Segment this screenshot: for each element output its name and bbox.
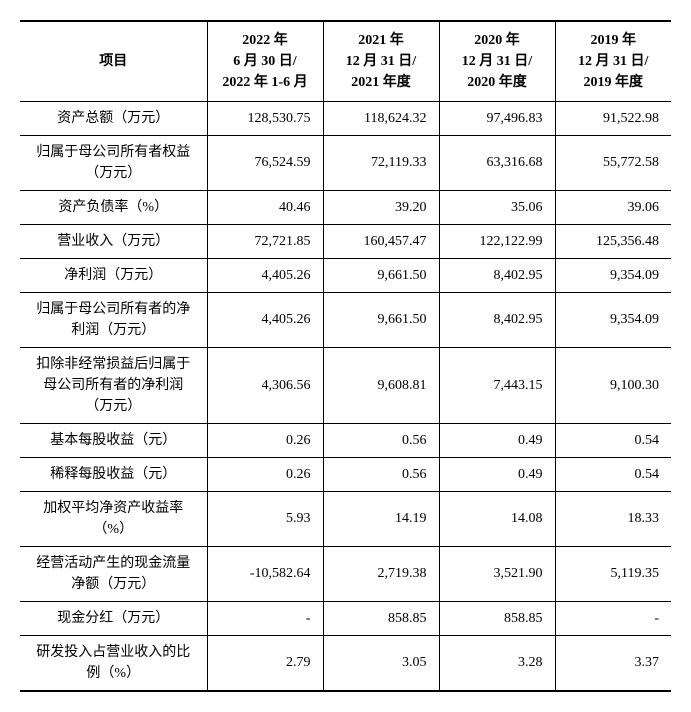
row-value: 35.06 (439, 191, 555, 225)
table-header: 项目 2022 年6 月 30 日/2022 年 1-6 月 2021 年12 … (20, 21, 671, 102)
row-value: -10,582.64 (207, 547, 323, 602)
table-body: 资产总额（万元）128,530.75118,624.3297,496.8391,… (20, 102, 671, 692)
row-value: 160,457.47 (323, 225, 439, 259)
row-value: 4,405.26 (207, 259, 323, 293)
row-value: 9,608.81 (323, 348, 439, 424)
row-label: 扣除非经常损益后归属于母公司所有者的净利润（万元） (20, 348, 207, 424)
row-label: 基本每股收益（元） (20, 424, 207, 458)
row-value: 9,100.30 (555, 348, 671, 424)
row-value: 5.93 (207, 492, 323, 547)
row-value: 9,661.50 (323, 293, 439, 348)
row-value: 0.49 (439, 458, 555, 492)
row-value: 4,306.56 (207, 348, 323, 424)
row-value: 7,443.15 (439, 348, 555, 424)
header-period-2020: 2020 年12 月 31 日/2020 年度 (439, 21, 555, 102)
row-value: 91,522.98 (555, 102, 671, 136)
row-value: 5,119.35 (555, 547, 671, 602)
row-value: 72,721.85 (207, 225, 323, 259)
row-label: 经营活动产生的现金流量净额（万元） (20, 547, 207, 602)
row-value: 0.49 (439, 424, 555, 458)
row-value: - (207, 602, 323, 636)
row-value: 0.56 (323, 458, 439, 492)
row-value: 2,719.38 (323, 547, 439, 602)
row-value: 55,772.58 (555, 136, 671, 191)
table-row: 资产总额（万元）128,530.75118,624.3297,496.8391,… (20, 102, 671, 136)
row-value: 14.19 (323, 492, 439, 547)
table-row: 扣除非经常损益后归属于母公司所有者的净利润（万元）4,306.569,608.8… (20, 348, 671, 424)
row-value: 0.56 (323, 424, 439, 458)
row-value: 39.06 (555, 191, 671, 225)
row-value: 125,356.48 (555, 225, 671, 259)
row-label: 营业收入（万元） (20, 225, 207, 259)
row-value: 97,496.83 (439, 102, 555, 136)
row-value: 3.28 (439, 636, 555, 692)
table-row: 基本每股收益（元）0.260.560.490.54 (20, 424, 671, 458)
row-value: 858.85 (439, 602, 555, 636)
row-label: 加权平均净资产收益率（%） (20, 492, 207, 547)
row-value: 18.33 (555, 492, 671, 547)
header-item-label: 项目 (20, 21, 207, 102)
row-value: 122,122.99 (439, 225, 555, 259)
row-value: 40.46 (207, 191, 323, 225)
table-row: 经营活动产生的现金流量净额（万元）-10,582.642,719.383,521… (20, 547, 671, 602)
table-row: 研发投入占营业收入的比例（%）2.793.053.283.37 (20, 636, 671, 692)
row-value: 8,402.95 (439, 293, 555, 348)
row-value: 8,402.95 (439, 259, 555, 293)
row-value: - (555, 602, 671, 636)
row-value: 3,521.90 (439, 547, 555, 602)
table-row: 归属于母公司所有者权益（万元）76,524.5972,119.3363,316.… (20, 136, 671, 191)
row-value: 0.26 (207, 424, 323, 458)
row-value: 14.08 (439, 492, 555, 547)
table-row: 资产负债率（%）40.4639.2035.0639.06 (20, 191, 671, 225)
row-value: 128,530.75 (207, 102, 323, 136)
row-value: 9,354.09 (555, 259, 671, 293)
row-value: 63,316.68 (439, 136, 555, 191)
row-value: 3.37 (555, 636, 671, 692)
row-value: 0.54 (555, 458, 671, 492)
row-label: 归属于母公司所有者的净利润（万元） (20, 293, 207, 348)
row-value: 9,354.09 (555, 293, 671, 348)
row-value: 39.20 (323, 191, 439, 225)
table-row: 加权平均净资产收益率（%）5.9314.1914.0818.33 (20, 492, 671, 547)
row-label: 资产负债率（%） (20, 191, 207, 225)
header-period-2022h1: 2022 年6 月 30 日/2022 年 1-6 月 (207, 21, 323, 102)
table-row: 归属于母公司所有者的净利润（万元）4,405.269,661.508,402.9… (20, 293, 671, 348)
row-label: 净利润（万元） (20, 259, 207, 293)
header-row: 项目 2022 年6 月 30 日/2022 年 1-6 月 2021 年12 … (20, 21, 671, 102)
row-value: 0.26 (207, 458, 323, 492)
row-value: 118,624.32 (323, 102, 439, 136)
row-value: 3.05 (323, 636, 439, 692)
row-value: 72,119.33 (323, 136, 439, 191)
financial-table: 项目 2022 年6 月 30 日/2022 年 1-6 月 2021 年12 … (20, 20, 671, 692)
header-period-2019: 2019 年12 月 31 日/2019 年度 (555, 21, 671, 102)
row-value: 76,524.59 (207, 136, 323, 191)
header-period-2021: 2021 年12 月 31 日/2021 年度 (323, 21, 439, 102)
table-row: 稀释每股收益（元）0.260.560.490.54 (20, 458, 671, 492)
table-row: 营业收入（万元）72,721.85160,457.47122,122.99125… (20, 225, 671, 259)
row-label: 归属于母公司所有者权益（万元） (20, 136, 207, 191)
row-value: 2.79 (207, 636, 323, 692)
table-row: 现金分红（万元）-858.85858.85- (20, 602, 671, 636)
row-label: 研发投入占营业收入的比例（%） (20, 636, 207, 692)
row-value: 4,405.26 (207, 293, 323, 348)
row-value: 9,661.50 (323, 259, 439, 293)
table-row: 净利润（万元）4,405.269,661.508,402.959,354.09 (20, 259, 671, 293)
row-label: 现金分红（万元） (20, 602, 207, 636)
row-label: 稀释每股收益（元） (20, 458, 207, 492)
row-value: 0.54 (555, 424, 671, 458)
row-value: 858.85 (323, 602, 439, 636)
row-label: 资产总额（万元） (20, 102, 207, 136)
